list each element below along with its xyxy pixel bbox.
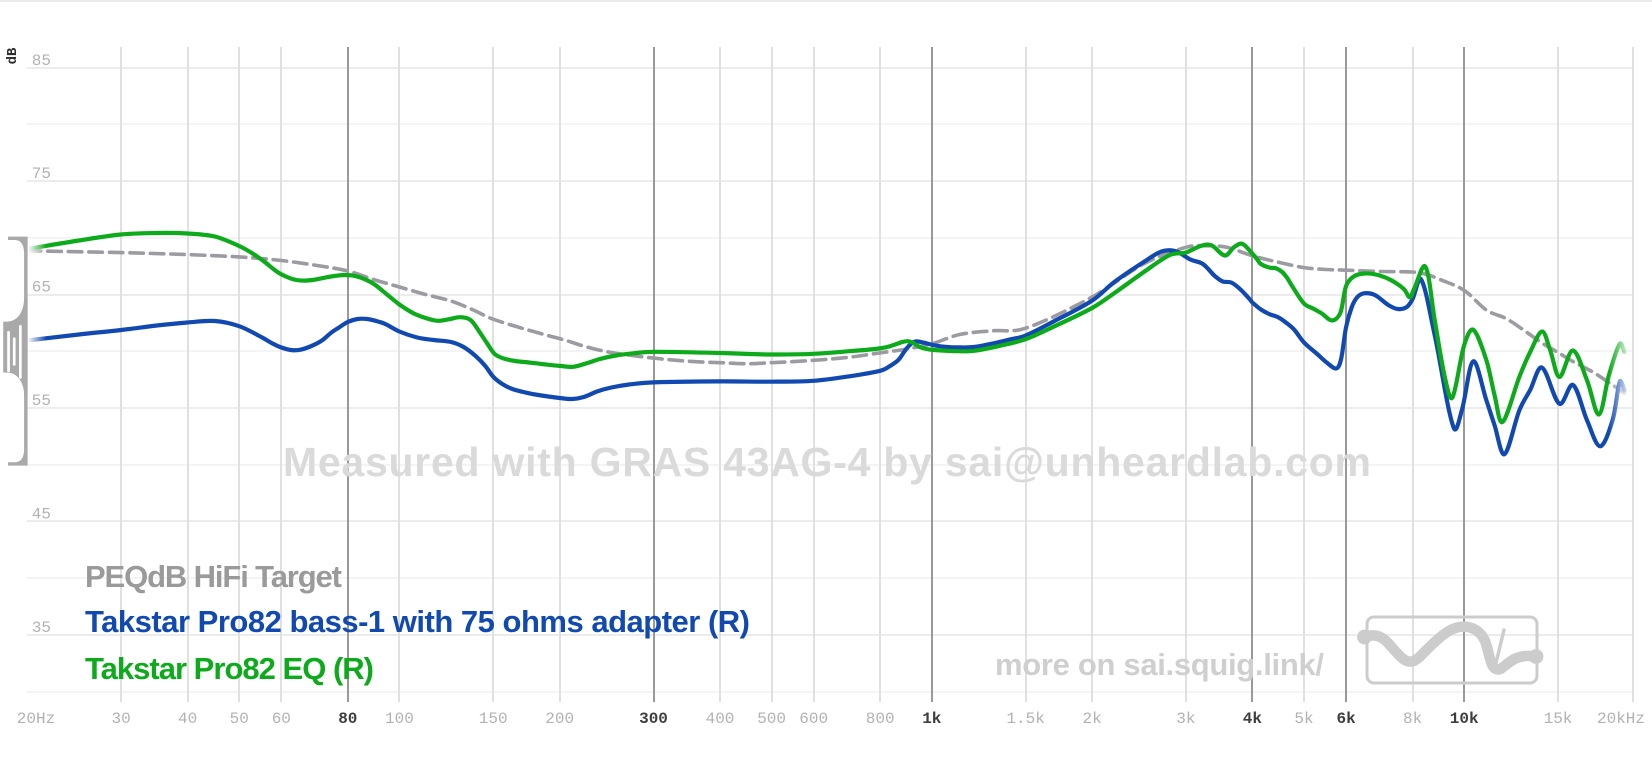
svg-text:Measured with GRAS 43AG-4 by s: Measured with GRAS 43AG-4 by sai@unheard…: [283, 439, 1371, 485]
svg-text:300: 300: [639, 710, 668, 728]
svg-text:3k: 3k: [1176, 710, 1195, 728]
svg-text:400: 400: [706, 710, 735, 728]
svg-text:more on sai.squig.link/: more on sai.squig.link/: [995, 647, 1324, 682]
svg-text:800: 800: [866, 710, 895, 728]
svg-text:85: 85: [32, 52, 51, 70]
svg-text:30: 30: [111, 710, 130, 728]
svg-text:Takstar Pro82 bass-1 with 75 o: Takstar Pro82 bass-1 with 75 ohms adapte…: [85, 604, 750, 639]
svg-text:200: 200: [545, 710, 574, 728]
svg-text:15k: 15k: [1544, 710, 1573, 728]
svg-text:500: 500: [757, 710, 786, 728]
svg-text:600: 600: [799, 710, 828, 728]
svg-text:5k: 5k: [1294, 710, 1313, 728]
svg-text:60: 60: [272, 710, 291, 728]
svg-text:6k: 6k: [1336, 710, 1356, 728]
svg-text:1.5k: 1.5k: [1006, 710, 1044, 728]
svg-text:1k: 1k: [922, 710, 942, 728]
svg-text:50: 50: [230, 710, 249, 728]
svg-text:8k: 8k: [1403, 710, 1422, 728]
svg-text:PEQdB HiFi Target: PEQdB HiFi Target: [85, 559, 342, 594]
svg-text:150: 150: [479, 710, 508, 728]
svg-text:40: 40: [178, 710, 197, 728]
svg-text:2k: 2k: [1082, 710, 1101, 728]
svg-text:35: 35: [32, 619, 51, 637]
svg-text:20kHz: 20kHz: [1597, 710, 1645, 728]
svg-text:100: 100: [385, 710, 414, 728]
svg-text:dB: dB: [5, 47, 21, 64]
svg-text:10k: 10k: [1450, 710, 1479, 728]
svg-text:80: 80: [338, 710, 357, 728]
svg-text:4k: 4k: [1243, 710, 1263, 728]
svg-text:Takstar Pro82 EQ (R): Takstar Pro82 EQ (R): [85, 651, 374, 686]
svg-text:45: 45: [32, 505, 51, 523]
svg-text:65: 65: [32, 279, 51, 297]
svg-text:20Hz: 20Hz: [17, 710, 55, 728]
svg-text:75: 75: [32, 165, 51, 183]
svg-text:55: 55: [32, 392, 51, 410]
